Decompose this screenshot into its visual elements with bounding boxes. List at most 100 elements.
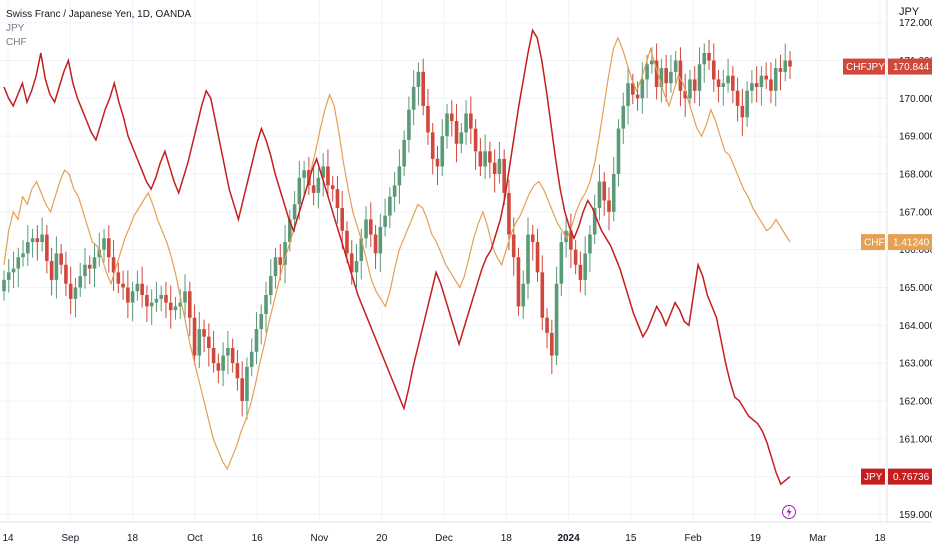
candle-body <box>121 283 125 288</box>
candle-body <box>659 68 664 87</box>
candle-body <box>754 83 759 87</box>
candle-body <box>359 238 364 261</box>
x-tick-label: Mar <box>809 533 827 544</box>
candle-body <box>402 139 406 167</box>
candle-body <box>407 109 411 140</box>
candle-body <box>750 83 754 91</box>
x-tick-label: 18 <box>874 533 886 544</box>
candle-body <box>650 60 654 65</box>
candle-body <box>140 283 144 296</box>
candle-body <box>588 234 592 254</box>
x-tick-label: 16 <box>252 533 264 544</box>
candle-body <box>226 348 230 356</box>
x-tick-label: Feb <box>685 533 703 544</box>
candle-body <box>49 261 54 280</box>
candle-body <box>335 189 340 209</box>
candle-body <box>454 121 459 144</box>
badge-value: 170.844 <box>893 62 930 73</box>
candle-body <box>211 348 216 364</box>
candle-body <box>87 264 92 269</box>
price-axis[interactable]: 172.000171.000170.000169.000168.000167.0… <box>899 18 932 521</box>
x-tick-label: 2024 <box>557 533 580 544</box>
candle-body <box>478 151 483 167</box>
candle-body <box>68 283 73 299</box>
candlestick-series <box>2 39 792 420</box>
candle-body <box>569 230 573 250</box>
candle-body <box>278 257 283 265</box>
candle-body <box>230 348 235 364</box>
candle-body <box>202 329 206 337</box>
candle-body <box>369 219 373 235</box>
y-tick-label: 169.000 <box>899 132 932 143</box>
candle-body <box>521 283 526 307</box>
candle-body <box>273 257 278 277</box>
badge-value-bg <box>888 234 932 251</box>
candle-body <box>292 204 297 220</box>
candle-body <box>583 253 587 280</box>
candle-body <box>383 215 387 227</box>
lightning-icon[interactable] <box>782 505 796 519</box>
candle-body <box>530 234 535 243</box>
candle-body <box>492 162 497 174</box>
candle-body <box>483 151 487 167</box>
candle-body <box>107 238 111 258</box>
candle-body <box>554 283 559 356</box>
candle-body <box>502 158 506 193</box>
candle-body <box>102 238 106 250</box>
candle-body <box>183 291 187 303</box>
x-tick-label: 20 <box>376 533 388 544</box>
candle-body <box>2 279 6 292</box>
candle-body <box>35 238 40 243</box>
badge-label: JPY <box>864 472 883 483</box>
candle-body <box>283 242 287 265</box>
badge-label-bg <box>861 234 885 251</box>
candle-body <box>411 87 416 110</box>
candle-body <box>373 234 378 254</box>
candle-body <box>631 83 635 95</box>
candle-body <box>616 128 621 174</box>
candle-body <box>159 295 163 299</box>
candle-body <box>311 185 316 193</box>
candle-body <box>778 68 783 72</box>
candle-body <box>469 113 473 129</box>
candle-body <box>440 136 445 167</box>
candle-body <box>526 234 530 284</box>
time-axis[interactable]: 14 Sep 18 Oct 16 Nov 20 Dec 18 2024 15 Feb 19 Mar 18 <box>2 533 886 544</box>
candle-body <box>302 170 306 178</box>
candle-body <box>516 257 521 307</box>
candle-body <box>40 234 44 243</box>
candle-body <box>445 113 449 137</box>
candle-body <box>326 166 330 186</box>
candle-body <box>149 302 154 307</box>
price-badges: CHFJPY 170.844 CHF 1.41240 JPY 0.76736 <box>843 58 932 485</box>
y-tick-label: 162.000 <box>899 396 932 407</box>
candle-body <box>111 257 116 273</box>
candle-body <box>773 68 778 91</box>
candle-body <box>769 79 773 91</box>
candle-body <box>21 253 25 258</box>
candle-body <box>473 128 478 152</box>
candle-body <box>759 75 764 87</box>
candle-body <box>378 226 383 254</box>
jpy-line <box>3 28 791 486</box>
y-tick-label: 166.000 <box>899 245 932 256</box>
candle-body <box>235 363 240 379</box>
chart-grid <box>0 0 887 522</box>
candle-body <box>726 75 730 84</box>
candle-body <box>707 52 711 61</box>
candle-body <box>683 90 687 99</box>
candle-body <box>245 366 249 401</box>
badge-value: 0.76736 <box>893 472 930 483</box>
candle-body <box>607 200 611 212</box>
candle-body <box>692 79 697 91</box>
candle-body <box>392 185 397 197</box>
candle-body <box>197 329 202 356</box>
candle-body <box>559 242 564 284</box>
candle-body <box>354 261 359 273</box>
x-tick-label: Oct <box>187 533 203 544</box>
x-tick-label: 15 <box>625 533 637 544</box>
candle-body <box>249 351 254 367</box>
candle-body <box>426 105 430 133</box>
candle-body <box>673 60 678 72</box>
